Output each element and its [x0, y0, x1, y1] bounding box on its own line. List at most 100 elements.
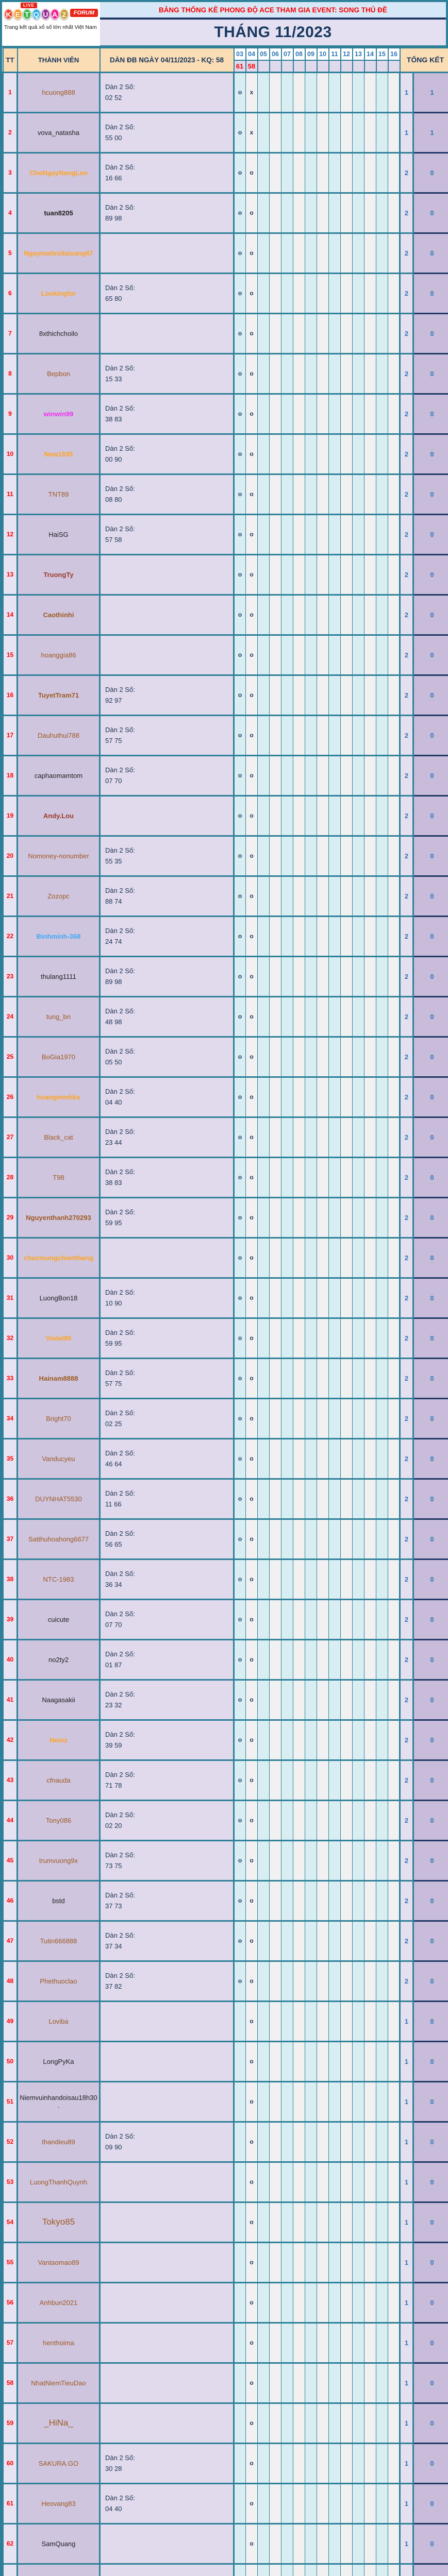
member-name[interactable]: Nomoney-nonumber [16, 835, 101, 877]
member-name[interactable]: Loviba [16, 2000, 101, 2042]
day-cell-04: x [245, 111, 258, 154]
member-name[interactable]: thandieu89 [16, 2121, 101, 2163]
member-name[interactable]: Vantaomao89 [16, 2241, 101, 2283]
member-name[interactable]: winwin99 [16, 393, 101, 435]
member-name[interactable]: Violet80 [16, 1317, 101, 1359]
member-name[interactable]: Black_cat [16, 1116, 101, 1158]
day-cell-10 [317, 2080, 329, 2123]
member-name[interactable]: LongPyKa [16, 2040, 101, 2082]
member-name[interactable]: Tony086 [16, 1799, 101, 1841]
member-name[interactable]: cuicute [16, 1598, 101, 1640]
dan-numbers: 36 34 [105, 1581, 122, 1588]
member-name[interactable]: henthoima [16, 2321, 101, 2364]
day-cell-11 [328, 2121, 341, 2163]
day-cell-05 [257, 594, 270, 636]
member-name[interactable]: Nguyenthanh270293 [16, 1196, 101, 1239]
day-cell-13 [352, 594, 364, 636]
member-name[interactable]: TruongTy [16, 553, 101, 596]
day-cell-11 [328, 71, 341, 113]
member-name[interactable]: Vanducyeu [16, 1437, 101, 1480]
day-cell-16 [388, 2321, 400, 2364]
member-name[interactable]: Hainam8888 [16, 1357, 101, 1399]
day-cell-03: o [234, 1317, 246, 1359]
member-name[interactable]: Heinz [16, 1719, 101, 1761]
dan-cell: Dàn 2 Số: 02 25 [99, 1397, 235, 1439]
site-logo[interactable]: LIVE K E T Q U A 2 FORUM Trang kết quả xổ số lớ… [2, 2, 100, 46]
member-name[interactable]: Lookingfor [16, 272, 101, 314]
total-days-cell: 2 [399, 1076, 414, 1118]
member-name[interactable]: trumvuong9x [16, 1839, 101, 1882]
member-name[interactable]: tuan8205 [16, 192, 101, 234]
day-cell-07 [281, 1920, 293, 1962]
member-name[interactable]: vova_natasha [16, 111, 101, 154]
member-name[interactable]: Satthuhoahong6677 [16, 1518, 101, 1560]
day-cell-10 [317, 995, 329, 1038]
member-name[interactable]: LuongBon18 [16, 1277, 101, 1319]
dan-label: Dàn 2 Số: [105, 1088, 135, 1095]
member-name[interactable]: DUYNHAT5530 [16, 1478, 101, 1520]
member-name[interactable]: hoangminhks [16, 1076, 101, 1118]
member-name[interactable]: Binhminh-368 [16, 915, 101, 957]
member-name[interactable]: Phethuoclao [16, 1960, 101, 2002]
day-cell-03: o [234, 1156, 246, 1198]
day-cell-06 [269, 594, 281, 636]
member-name[interactable]: Tokyo85 [16, 2201, 101, 2243]
day-cell-13 [352, 2362, 364, 2404]
dan-label: Dàn 2 Số: [105, 1570, 135, 1578]
member-name[interactable]: 8xthichchoilo [16, 312, 101, 354]
day-cell-03: o [234, 1116, 246, 1158]
member-name[interactable]: Zozopc [16, 875, 101, 917]
member-name[interactable]: Bepbon [16, 352, 101, 395]
day-cell-05 [257, 111, 270, 154]
member-name[interactable]: Andy.Lou [16, 794, 101, 837]
member-name[interactable]: Heovang83 [16, 2482, 101, 2524]
day-cell-16 [388, 2241, 400, 2283]
member-name[interactable]: HaiSG [16, 513, 101, 555]
dan-numbers: 23 44 [105, 1139, 122, 1146]
day-cell-08 [293, 674, 305, 716]
member-name[interactable]: Anhbun2021 [16, 2281, 101, 2324]
member-name[interactable]: cfnauda [16, 1759, 101, 1801]
member-name[interactable]: NhatNiemTieuDao [16, 2362, 101, 2404]
member-name[interactable]: Tutin666888 [16, 1920, 101, 1962]
member-name[interactable]: chucmungchienthang [16, 1236, 101, 1279]
member-name[interactable]: bstd [16, 1879, 101, 1922]
day-cell-07 [281, 794, 293, 837]
member-name[interactable]: tung_bn [16, 995, 101, 1038]
member-name[interactable]: Caothinhi [16, 594, 101, 636]
member-name[interactable]: Bright70 [16, 1397, 101, 1439]
day-cell-06 [269, 875, 281, 917]
day-cell-14 [364, 1478, 376, 1520]
day-cell-05 [257, 915, 270, 957]
member-name[interactable]: Dauhuthui788 [16, 714, 101, 756]
member-name[interactable]: _HiNa_ [16, 2402, 101, 2444]
member-row: 31 LuongBon18 Dàn 2 Số: 10 90 o o 2 0 [2, 1277, 448, 1319]
member-name[interactable]: SamQuang [16, 2522, 101, 2565]
member-name[interactable]: T98 [16, 1156, 101, 1198]
member-name[interactable]: LuongThanhQuynh [16, 2161, 101, 2203]
member-name[interactable]: ChoNgayNangLen [16, 151, 101, 194]
day-cell-11 [328, 192, 341, 234]
member-name[interactable]: TuyetTram71 [16, 674, 101, 716]
member-name[interactable]: Niemvuinhandoisau18h30. [16, 2080, 101, 2123]
member-name[interactable]: Ngaymaitroilaisang67 [16, 232, 101, 274]
day-cell-16 [388, 995, 400, 1038]
day-cell-14 [364, 1076, 376, 1118]
member-name[interactable]: BoGia1970 [16, 1036, 101, 1078]
member-name[interactable]: TNT89 [16, 473, 101, 515]
member-name[interactable]: hoanggia86 [16, 634, 101, 676]
member-name[interactable]: SAKURA.GO [16, 2442, 101, 2484]
day-cell-09 [305, 1076, 317, 1118]
member-name[interactable]: New1835 [16, 433, 101, 475]
member-name[interactable]: NTC-1983 [16, 1558, 101, 1600]
row-index: 20 [2, 835, 18, 877]
member-name[interactable]: hcuong888 [16, 71, 101, 113]
day-cell-11 [328, 2161, 341, 2203]
row-index: 23 [2, 955, 18, 997]
member-name[interactable]: Akaza03 [16, 2563, 101, 2576]
member-name[interactable]: Naagasakii [16, 1679, 101, 1721]
member-name[interactable]: caphaomamtom [16, 754, 101, 796]
member-name[interactable]: thulang1111 [16, 955, 101, 997]
day-cell-05 [257, 1116, 270, 1158]
member-name[interactable]: no2ty2 [16, 1638, 101, 1681]
